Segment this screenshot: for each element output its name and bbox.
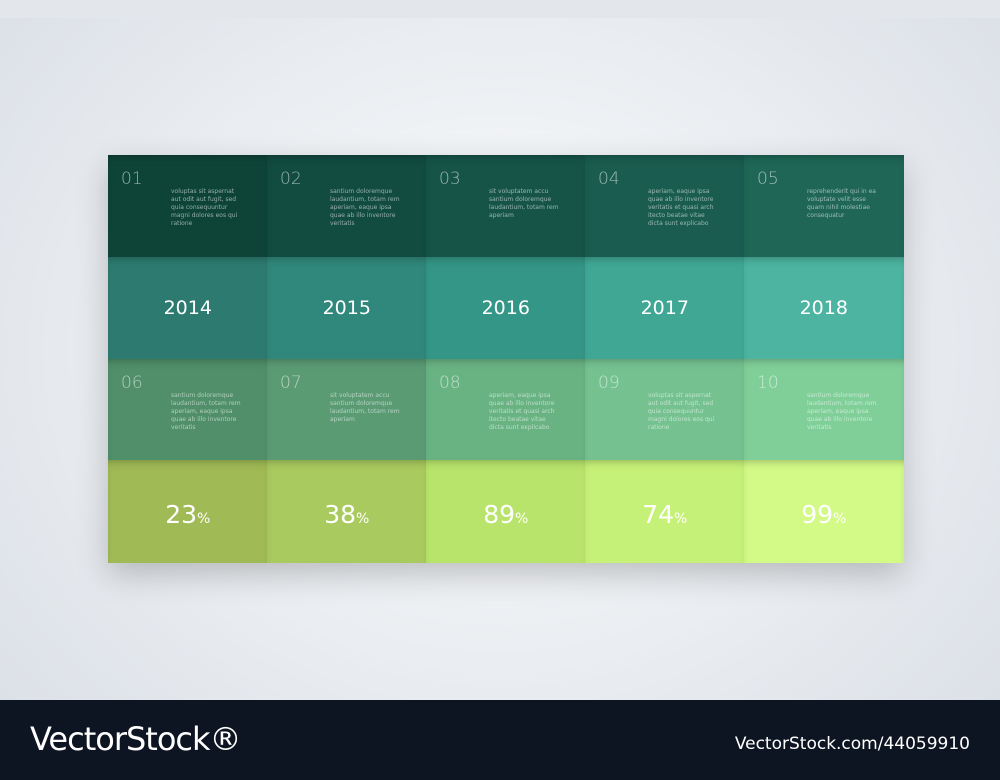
grid-cell: 04 aperiam, eaque ipsa quae ab illo inven… [585, 155, 745, 258]
item-text: voluptas sit aspernat aut odit aut fugit… [171, 188, 238, 227]
item-number: 06 [121, 372, 143, 393]
item-number: 05 [757, 169, 779, 189]
grid-cell: 10 santium doloremque laudantium, totam r… [744, 358, 904, 461]
percentage-unit: % [356, 511, 370, 528]
grid-cell: 03 sit voluptatem accu santium doloremque… [426, 155, 586, 258]
grid-cell: 99% [744, 460, 904, 563]
grid-cell: 38% [267, 460, 427, 563]
grid-cell: 2015 [267, 256, 427, 359]
year: 2014 [163, 296, 212, 319]
image-id: VectorStock.com/44059910 [734, 734, 970, 754]
percentage-unit: % [674, 511, 688, 528]
item-number: 04 [598, 169, 620, 189]
grid-cell: 89% [426, 460, 586, 563]
grid-cell: 2014 [108, 256, 268, 359]
percentage: 99% [744, 500, 904, 529]
item-number: 02 [280, 169, 302, 189]
percentage-value: 23 [165, 500, 197, 530]
grid-cell: 09 voluptas sit aspernat aut odit aut fug… [585, 358, 745, 461]
year: 2016 [481, 296, 530, 319]
infographic-grid: 01 voluptas sit aspernat aut odit aut fug… [108, 155, 904, 563]
grid-cell: 2017 [585, 256, 745, 359]
percentage: 38% [267, 500, 427, 529]
grid-cell: 06 santium doloremque laudantium, totam r… [108, 358, 268, 461]
item-number: 01 [121, 169, 143, 189]
percentage-value: 89 [483, 500, 515, 530]
grid-cell: 05 reprehenderit qui in ea voluptate veli… [744, 155, 904, 258]
item-text: reprehenderit qui in ea voluptate velit … [807, 188, 876, 219]
grid-cell: 2016 [426, 256, 586, 359]
top-strip [0, 0, 1000, 18]
item-text: aperiam, eaque ipsa quae ab illo invento… [648, 188, 714, 227]
item-number: 09 [598, 372, 620, 393]
item-text: santium doloremque laudantium, totam rem… [171, 391, 241, 431]
footer: VectorStock® VectorStock.com/44059910 [0, 700, 1000, 780]
item-number: 08 [439, 372, 461, 393]
grid-cell: 07 sit voluptatem accu santium doloremque… [267, 358, 427, 461]
percentage-value: 74 [642, 500, 674, 530]
percentage: 74% [585, 500, 745, 529]
grid-cell: 01 voluptas sit aspernat aut odit aut fug… [108, 155, 268, 258]
grid-cell: 08 aperiam, eaque ipsa quae ab illo inven… [426, 358, 586, 461]
grid-cell: 2018 [744, 256, 904, 359]
item-text: sit voluptatem accu santium doloremque l… [330, 391, 400, 423]
item-text: santium doloremque laudantium, totam rem… [330, 188, 400, 227]
item-number: 03 [439, 169, 461, 189]
percentage: 89% [426, 500, 586, 529]
percentage-unit: % [197, 511, 211, 528]
item-text: voluptas sit aspernat aut odit aut fugit… [648, 391, 715, 431]
year: 2018 [799, 296, 848, 319]
item-text: aperiam, eaque ipsa quae ab illo invento… [489, 391, 555, 431]
item-text: sit voluptatem accu santium doloremque l… [489, 188, 559, 219]
percentage-unit: % [833, 511, 847, 528]
year: 2015 [322, 296, 371, 319]
percentage: 23% [108, 500, 268, 529]
grid-cell: 23% [108, 460, 268, 563]
percentage-value: 38 [324, 500, 356, 530]
item-number: 10 [757, 372, 779, 393]
percentage-value: 99 [801, 500, 833, 530]
grid-cell: 74% [585, 460, 745, 563]
percentage-unit: % [515, 511, 529, 528]
item-text: santium doloremque laudantium, totam rem… [807, 391, 877, 431]
grid-cell: 02 santium doloremque laudantium, totam r… [267, 155, 427, 258]
brand: VectorStock® [30, 720, 242, 758]
item-number: 07 [280, 372, 302, 393]
year: 2017 [640, 296, 689, 319]
